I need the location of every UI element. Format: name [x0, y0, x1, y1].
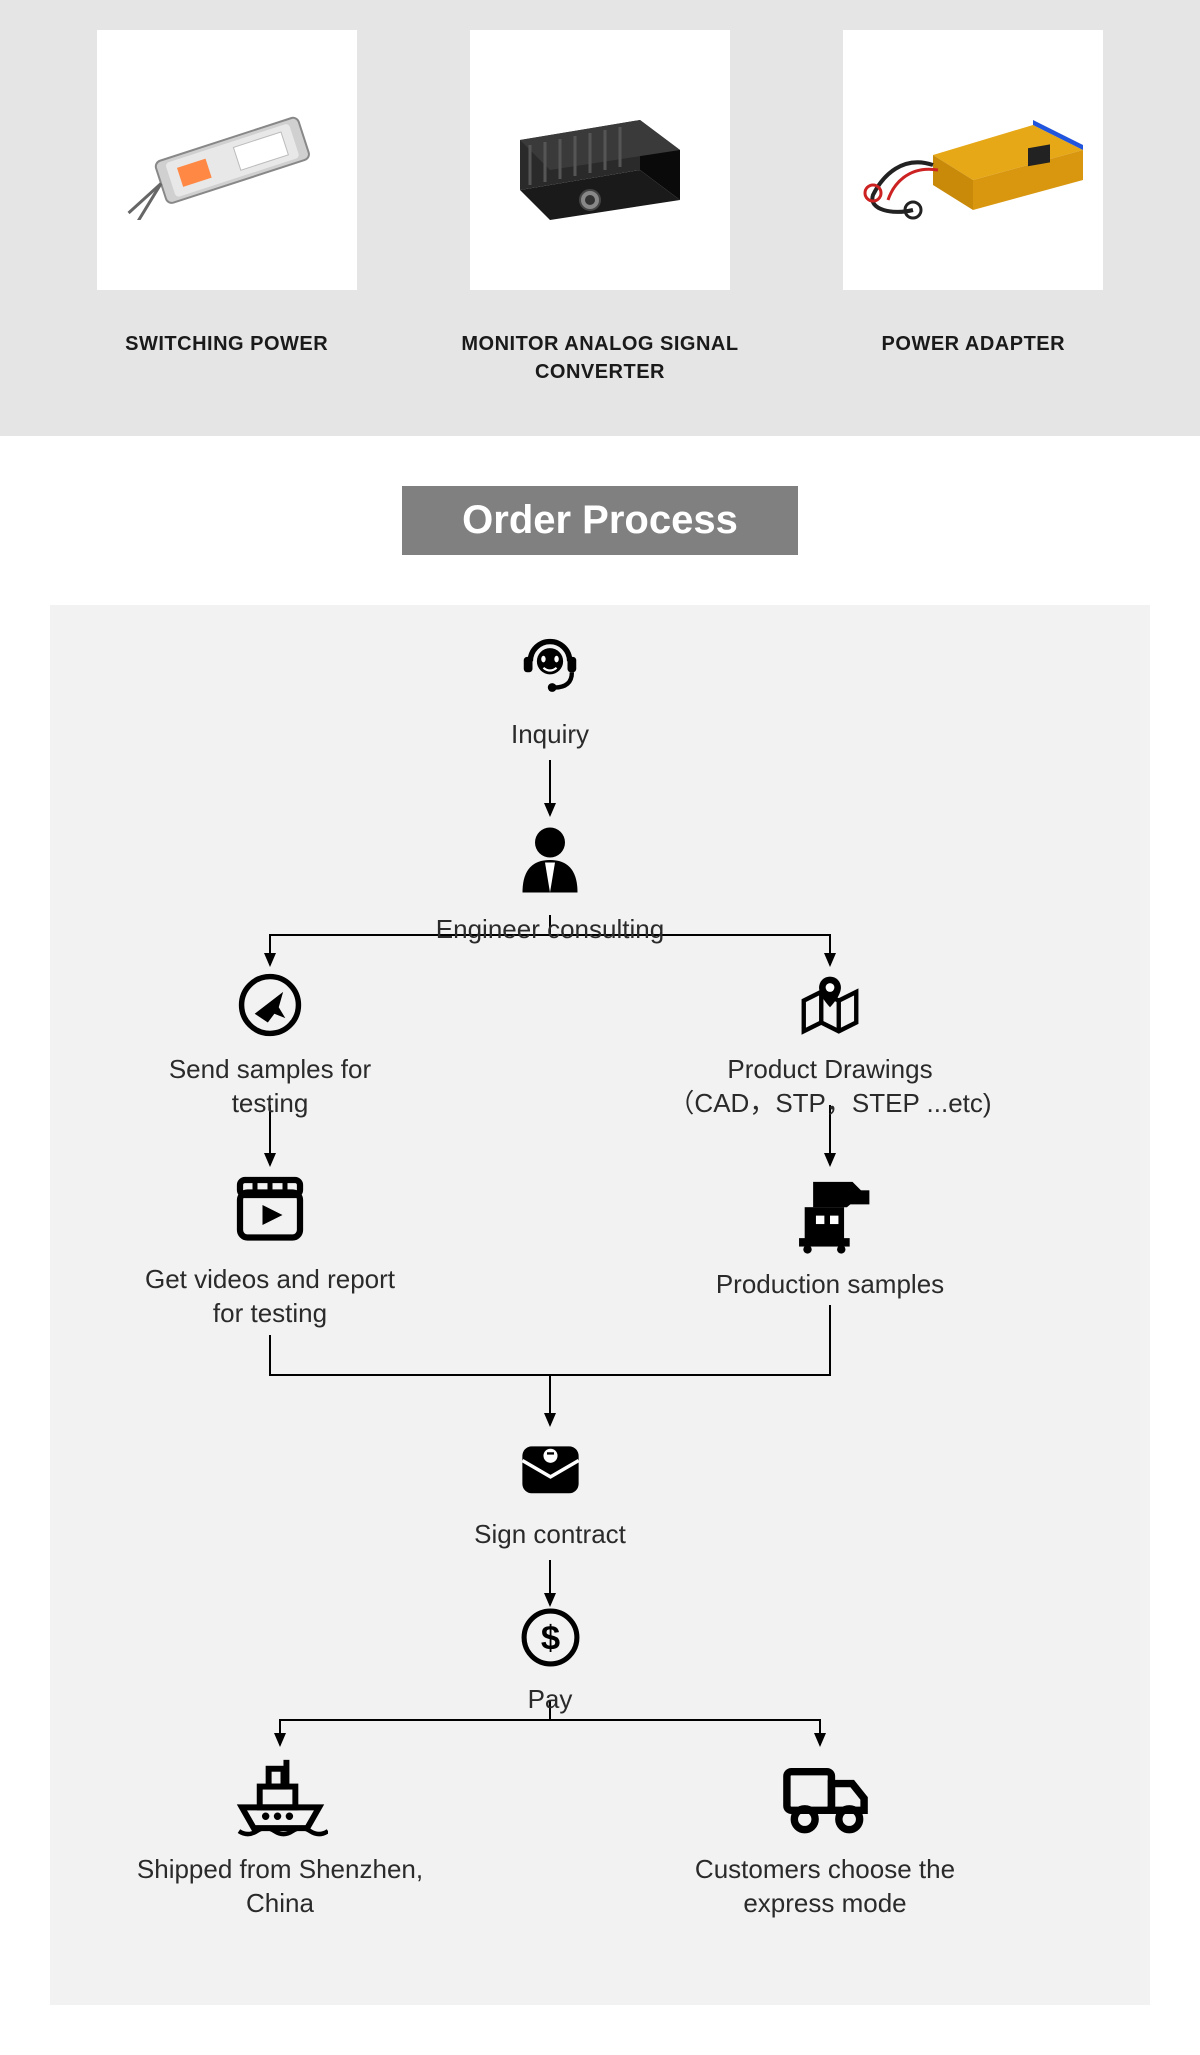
node-pay: $ Pay — [495, 1605, 605, 1717]
map-pin-icon — [795, 970, 865, 1045]
node-label: Get videos and report for testing — [140, 1263, 400, 1331]
node-drawings: Product Drawings （CAD，STP，STEP ...etc) — [640, 970, 1020, 1121]
section-title: Order Process — [402, 486, 798, 555]
node-videos: Get videos and report for testing — [140, 1170, 400, 1331]
products-section: SWITCHING POWER — [0, 0, 1200, 436]
ship-icon — [233, 1745, 328, 1845]
headset-icon — [515, 635, 585, 710]
node-label: Inquiry — [490, 718, 610, 752]
dollar-circle-icon: $ — [518, 1605, 583, 1675]
product-label: POWER ADAPTER — [882, 330, 1066, 358]
truck-icon — [778, 1745, 873, 1845]
node-ship: Shipped from Shenzhen, China — [130, 1745, 430, 1921]
node-label: Product Drawings （CAD，STP，STEP ...etc) — [640, 1053, 1020, 1121]
envelope-icon — [513, 1430, 588, 1510]
node-label: Production samples — [700, 1268, 960, 1302]
products-row: SWITCHING POWER — [60, 30, 1140, 386]
process-section: Inquiry Engineer consulting Send samples… — [50, 605, 1150, 2005]
product-image — [97, 30, 357, 290]
section-title-wrap: Order Process — [0, 486, 1200, 555]
node-label: Engineer consulting — [400, 913, 700, 947]
node-prodsamp: Production samples — [700, 1165, 960, 1302]
node-contract: Sign contract — [460, 1430, 640, 1552]
video-icon — [230, 1170, 310, 1255]
product-label: MONITOR ANALOG SIGNAL CONVERTER — [460, 330, 740, 386]
node-inquiry: Inquiry — [490, 635, 610, 752]
product-label: SWITCHING POWER — [125, 330, 328, 358]
node-label: Pay — [495, 1683, 605, 1717]
node-label: Send samples for testing — [150, 1053, 390, 1121]
product-card-switching-power: SWITCHING POWER — [60, 30, 393, 386]
product-image — [843, 30, 1103, 290]
node-samples: Send samples for testing — [150, 970, 390, 1121]
product-card-signal-converter: MONITOR ANALOG SIGNAL CONVERTER — [433, 30, 766, 386]
node-label: Sign contract — [460, 1518, 640, 1552]
svg-text:$: $ — [540, 1620, 559, 1658]
node-consulting: Engineer consulting — [450, 820, 650, 947]
node-label: Customers choose the express mode — [680, 1853, 970, 1921]
node-label: Shipped from Shenzhen, China — [130, 1853, 430, 1921]
product-card-power-adapter: POWER ADAPTER — [807, 30, 1140, 386]
person-icon — [510, 820, 590, 905]
machine-icon — [785, 1165, 875, 1260]
product-image — [470, 30, 730, 290]
node-express: Customers choose the express mode — [680, 1745, 970, 1921]
plane-circle-icon — [235, 970, 305, 1045]
